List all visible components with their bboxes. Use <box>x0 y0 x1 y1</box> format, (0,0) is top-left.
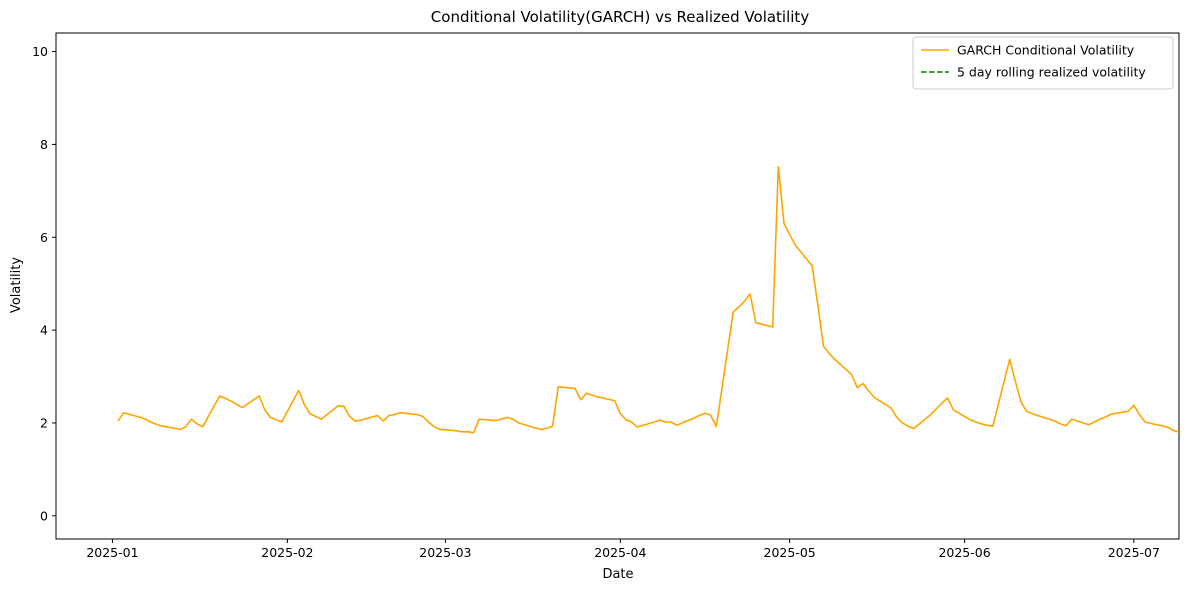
x-tick-label: 2025-05 <box>764 545 816 560</box>
legend-box <box>912 36 1174 90</box>
x-tick-label: 2025-07 <box>1108 545 1160 560</box>
series-line-1 <box>117 165 1180 434</box>
y-tick-label: 4 <box>40 323 48 338</box>
plot-frame <box>55 32 1180 540</box>
legend-label: 5 day rolling realized volatility <box>957 65 1146 80</box>
plot-area: 2025-01 2025-02 2025-03 2025-04 2025-05 2025-… <box>32 32 1180 560</box>
x-tick-label: 2025-06 <box>938 545 990 560</box>
y-tick-label: 10 <box>32 44 48 59</box>
x-tick-label: 2025-03 <box>419 545 471 560</box>
legend: GARCH Conditional Volatility 5 day rollin… <box>912 36 1174 90</box>
y-tick-label: 6 <box>40 230 48 245</box>
y-tick-label: 8 <box>40 137 48 152</box>
x-axis-label: Date <box>602 567 633 582</box>
y-tick-label: 2 <box>40 415 48 430</box>
x-tick-label: 2025-04 <box>594 545 646 560</box>
y-axis-label: Volatility <box>9 257 24 313</box>
legend-label: GARCH Conditional Volatility <box>957 43 1135 58</box>
chart-title: Conditional Volatility(GARCH) vs Realize… <box>431 8 810 26</box>
x-tick-label: 2025-02 <box>261 545 313 560</box>
x-tick-label: 2025-01 <box>86 545 138 560</box>
y-tick-label: 0 <box>40 508 48 523</box>
